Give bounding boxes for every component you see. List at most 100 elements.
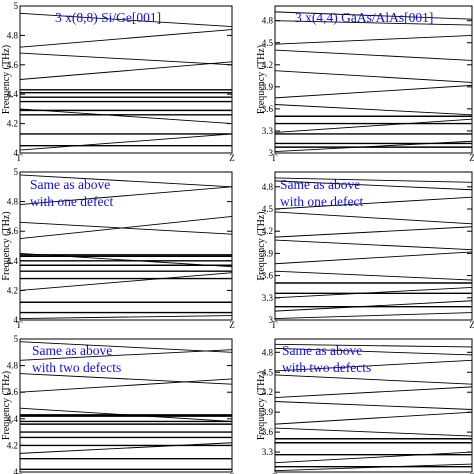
y-axis-label: Frequency (THz) bbox=[1, 371, 12, 440]
dispersion-curve-8 bbox=[275, 251, 472, 265]
y-tick-label: 4.5 bbox=[262, 367, 274, 377]
dispersion-curve-13 bbox=[20, 373, 232, 385]
dispersion-curve-15 bbox=[20, 341, 232, 353]
y-tick-label: 4.4 bbox=[7, 414, 19, 424]
plot-frame bbox=[274, 5, 473, 154]
panel-annotation-line: with one defect bbox=[30, 194, 113, 209]
x-tick-label: Z bbox=[229, 320, 235, 330]
y-tick-label: 4.6 bbox=[7, 226, 19, 236]
y-tick-label: 4.4 bbox=[7, 89, 19, 99]
dispersion-curve-12 bbox=[275, 196, 472, 210]
y-axis-label: Frequency (THz) bbox=[256, 371, 267, 440]
dispersion-curve-12 bbox=[20, 52, 232, 66]
y-tick-label: 5 bbox=[14, 167, 19, 177]
dispersion-curve-10 bbox=[20, 272, 232, 291]
y-tick-label: 4 bbox=[14, 315, 19, 325]
y-tick-label: 4.2 bbox=[262, 60, 273, 70]
panel-annotation-line: Same as above bbox=[30, 177, 110, 192]
panel-2: 3 3.3 3.6 3.9 4.2 4.5 4.8 Γ Z Frequency (THz) 3 x(… bbox=[256, 5, 474, 163]
dispersion-curve-14 bbox=[275, 11, 472, 20]
dispersion-curve-6 bbox=[275, 286, 472, 299]
dispersion-curve-5 bbox=[275, 463, 472, 472]
dispersion-curve-9 bbox=[275, 401, 472, 410]
x-tick-label: Z bbox=[469, 472, 474, 474]
dispersion-curve-9 bbox=[20, 133, 232, 151]
y-tick-label: 3.3 bbox=[262, 293, 274, 303]
y-tick-label: 3 bbox=[269, 148, 274, 158]
y-tick-label: 5 bbox=[14, 334, 19, 344]
y-tick-label: 4.2 bbox=[7, 440, 18, 450]
dispersion-curve-11 bbox=[20, 407, 232, 422]
x-tick-label: Γ bbox=[272, 472, 277, 474]
y-tick-label: 4.8 bbox=[262, 16, 274, 26]
y-tick-label: 3 bbox=[269, 315, 274, 325]
panel-annotation-line: with two defects bbox=[282, 360, 371, 375]
dispersion-curve-14 bbox=[275, 343, 472, 348]
dispersion-curve-12 bbox=[275, 359, 472, 372]
panel-annotation-line: Same as above bbox=[282, 343, 362, 358]
dispersion-curve-13 bbox=[20, 29, 232, 48]
dispersion-curve-5 bbox=[275, 300, 472, 312]
y-tick-label: 3.9 bbox=[262, 82, 274, 92]
plot-frame bbox=[19, 338, 233, 473]
y-tick-label: 4.2 bbox=[262, 387, 273, 397]
dispersion-curve-14 bbox=[275, 177, 472, 183]
dispersion-curve-13 bbox=[275, 180, 472, 191]
dispersion-curve-11 bbox=[275, 374, 472, 385]
x-tick-label: Z bbox=[469, 320, 474, 330]
dispersion-curves bbox=[20, 174, 232, 319]
y-tick-label: 4 bbox=[14, 148, 19, 158]
panel-1: 4 4.2 4.4 4.6 4.8 5 Γ Z Frequency (THz) 3 x(8,8) … bbox=[1, 1, 235, 163]
y-tick-label: 4.5 bbox=[262, 204, 274, 214]
dispersion-curves bbox=[275, 343, 472, 472]
y-tick-label: 5 bbox=[14, 1, 19, 11]
x-tick-label: Z bbox=[469, 153, 474, 163]
plot-frame bbox=[19, 171, 233, 321]
dispersion-curve-10 bbox=[20, 442, 232, 454]
x-tick-label: Γ bbox=[272, 153, 277, 163]
y-tick-label: 3.6 bbox=[262, 271, 274, 281]
dispersion-curve-7 bbox=[275, 118, 472, 133]
x-tick-label: Γ bbox=[17, 153, 22, 163]
y-tick-label: 4.2 bbox=[262, 226, 273, 236]
x-tick-label: Γ bbox=[17, 472, 22, 474]
dispersion-curve-11 bbox=[20, 252, 232, 268]
dispersion-curves bbox=[20, 12, 232, 151]
dispersion-curve-9 bbox=[20, 315, 232, 319]
y-tick-label: 3.6 bbox=[262, 427, 274, 437]
dispersion-curve-10 bbox=[20, 108, 232, 125]
y-tick-label: 4.2 bbox=[7, 285, 18, 295]
panel-annotation-line: with one defect bbox=[280, 194, 363, 209]
y-tick-label: 4.8 bbox=[262, 347, 274, 357]
x-tick-label: Γ bbox=[272, 320, 277, 330]
dispersion-curve-6 bbox=[275, 140, 472, 152]
dispersion-curves bbox=[20, 341, 232, 471]
dispersion-curve-14 bbox=[20, 349, 232, 361]
y-tick-label: 3.9 bbox=[262, 248, 274, 258]
y-axis-label: Frequency (THz) bbox=[1, 211, 12, 280]
dispersion-curves bbox=[275, 177, 472, 319]
y-tick-label: 4.4 bbox=[7, 256, 19, 266]
dispersion-curve-12 bbox=[20, 215, 232, 240]
dispersion-curve-13 bbox=[275, 20, 472, 26]
dispersion-curve-13 bbox=[275, 347, 472, 356]
panel-6: 3.3 3.6 3.9 4.2 4.5 4.8 Γ Z Frequency (THz) Same … bbox=[256, 338, 474, 474]
x-tick-label: Z bbox=[229, 472, 235, 474]
dispersion-curve-6 bbox=[275, 451, 472, 464]
dispersion-curve-8 bbox=[275, 411, 472, 425]
panel-annotation-line: 3 x(8,8) Si/Ge[001] bbox=[55, 10, 161, 25]
dispersion-curve-8 bbox=[275, 104, 472, 116]
dispersion-curve-13 bbox=[20, 221, 232, 235]
dispersion-curve-10 bbox=[275, 226, 472, 238]
y-tick-label: 4.6 bbox=[7, 60, 19, 70]
plot-frame bbox=[274, 171, 473, 321]
dispersion-curve-14 bbox=[20, 12, 232, 28]
dispersion-curve-9 bbox=[275, 84, 472, 99]
dispersion-curve-11 bbox=[275, 211, 472, 225]
y-tick-label: 4.8 bbox=[7, 361, 19, 371]
dispersion-curves bbox=[275, 11, 472, 152]
dispersion-curve-11 bbox=[275, 49, 472, 61]
y-tick-label: 4.6 bbox=[7, 387, 19, 397]
dispersion-curve-10 bbox=[275, 386, 472, 398]
